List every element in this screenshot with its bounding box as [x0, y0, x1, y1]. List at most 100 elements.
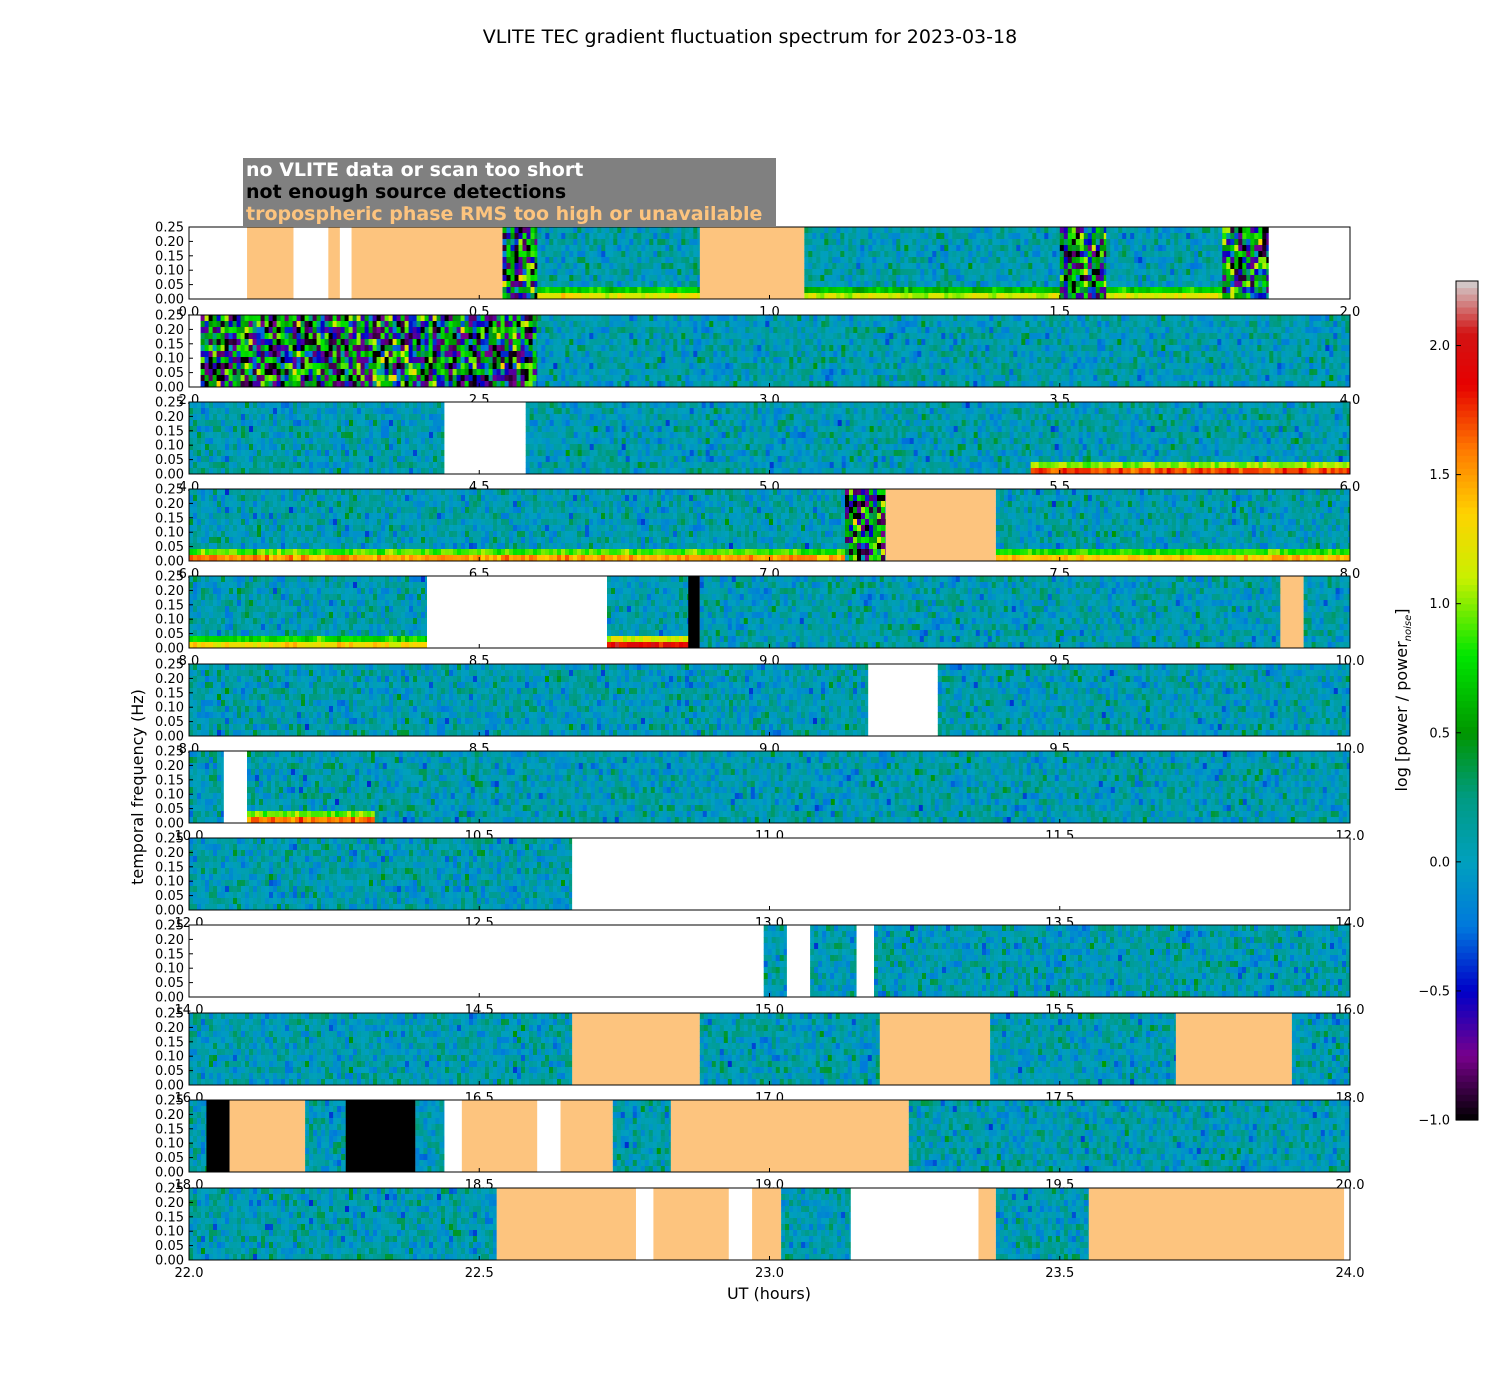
spectrum-cell [881, 327, 885, 333]
spectrum-cell [901, 339, 905, 345]
spectrum-cell [285, 327, 289, 333]
spectrum-cell [924, 251, 928, 257]
spectrum-cell [1081, 333, 1085, 339]
spectrum-cell [465, 339, 469, 345]
spectrum-cell [837, 381, 841, 387]
spectrum-cell [1157, 345, 1161, 351]
spectrum-cell [497, 327, 501, 333]
spectrum-cell [1097, 381, 1101, 387]
spectrum-cell [681, 257, 685, 263]
spectrum-cell [1126, 245, 1130, 251]
spectrum-cell [1121, 327, 1125, 333]
spectrum-cell [741, 357, 745, 363]
spectrum-cell [657, 357, 661, 363]
spectrum-cell [229, 351, 233, 357]
spectrum-cell [745, 321, 749, 327]
spectrum-cell [557, 339, 561, 345]
spectrum-cell [761, 339, 765, 345]
spectrum-cell [1084, 227, 1088, 233]
spectrum-cell [844, 251, 848, 257]
spectrum-cell [577, 375, 581, 381]
spectrum-cell [405, 375, 409, 381]
spectrum-cell [677, 275, 681, 281]
status-block-no-data [189, 227, 247, 299]
spectrum-cell [1242, 239, 1246, 245]
spectrum-cell [900, 287, 904, 293]
spectrum-cell [721, 369, 725, 375]
spectrum-cell [317, 327, 321, 333]
spectrum-cell [649, 281, 653, 287]
spectrum-cell [289, 357, 293, 363]
spectrum-cell [345, 315, 349, 321]
spectrum-cell [313, 375, 317, 381]
spectrum-cell [1106, 233, 1110, 239]
spectrum-cell [497, 381, 501, 387]
spectrum-cell [613, 363, 617, 369]
spectrum-cell [269, 357, 273, 363]
spectrum-cell [597, 251, 601, 257]
spectrum-cell [1166, 257, 1170, 263]
spectrum-cell [1150, 269, 1154, 275]
spectrum-cell [545, 233, 549, 239]
spectrum-cell [541, 315, 545, 321]
spectrum-cell [1162, 287, 1166, 293]
spectrum-cell [697, 333, 701, 339]
spectrum-cell [277, 369, 281, 375]
spectrum-cell [681, 269, 685, 275]
spectrum-cell [481, 351, 485, 357]
spectrum-cell [1068, 245, 1072, 251]
spectrum-cell [845, 333, 849, 339]
spectrum-cell [669, 269, 673, 275]
spectrum-cell [1153, 339, 1157, 345]
spectrum-cell [573, 321, 577, 327]
spectrum-cell [1049, 369, 1053, 375]
spectrum-cell [609, 369, 613, 375]
spectrum-cell [1076, 245, 1080, 251]
spectrum-cell [293, 363, 297, 369]
spectrum-cell [813, 351, 817, 357]
spectrum-cell [985, 345, 989, 351]
spectrum-cell [836, 251, 840, 257]
spectrum-cell [289, 351, 293, 357]
spectrum-cell [425, 375, 429, 381]
spectrum-cell [844, 233, 848, 239]
spectrum-cell [1230, 293, 1234, 299]
spectrum-cell [337, 327, 341, 333]
spectrum-cell [992, 269, 996, 275]
spectrum-cell [507, 227, 511, 233]
spectrum-cell [233, 339, 237, 345]
spectrum-cell [689, 239, 693, 245]
spectrum-cell [896, 263, 900, 269]
spectrum-cell [593, 233, 597, 239]
spectrum-cell [1206, 251, 1210, 257]
spectrum-cell [984, 293, 988, 299]
spectrum-cell [569, 245, 573, 251]
spectrum-cell [521, 381, 525, 387]
spectrum-cell [1085, 345, 1089, 351]
spectrum-cell [797, 327, 801, 333]
spectrum-cell [1126, 293, 1130, 299]
spectrum-cell [265, 381, 269, 387]
spectrum-cell [569, 345, 573, 351]
spectrum-cell [481, 327, 485, 333]
spectrum-cell [1226, 263, 1230, 269]
spectrum-cell [804, 257, 808, 263]
spectrum-cell [657, 369, 661, 375]
spectrum-cell [968, 281, 972, 287]
spectrum-cell [249, 339, 253, 345]
spectrum-cell [361, 321, 365, 327]
spectrum-cell [1017, 315, 1021, 321]
spectrum-cell [884, 233, 888, 239]
spectrum-cell [960, 281, 964, 287]
spectrum-cell [1133, 369, 1137, 375]
spectrum-cell [828, 293, 832, 299]
spectrum-cell [845, 357, 849, 363]
spectrum-cell [493, 345, 497, 351]
spectrum-cell [793, 315, 797, 321]
status-legend: no VLITE data or scan too short not enou… [243, 158, 776, 226]
spectrum-cell [1250, 227, 1254, 233]
spectrum-cell [1157, 351, 1161, 357]
spectrum-cell [397, 375, 401, 381]
spectrum-cell [661, 363, 665, 369]
spectrum-cell [385, 321, 389, 327]
